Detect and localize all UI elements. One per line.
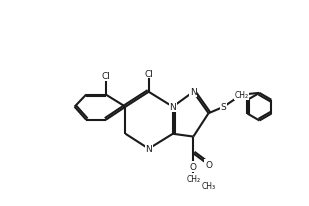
Text: Cl: Cl — [144, 69, 153, 78]
Text: O: O — [205, 160, 212, 169]
Text: CH₃: CH₃ — [201, 181, 216, 190]
Text: O: O — [190, 162, 197, 171]
Text: N: N — [190, 88, 197, 97]
Text: S: S — [221, 103, 226, 112]
Text: N: N — [145, 144, 152, 153]
Text: CH₂: CH₂ — [186, 174, 201, 183]
Text: Cl: Cl — [101, 72, 110, 81]
Text: CH₂: CH₂ — [235, 91, 249, 99]
Text: N: N — [169, 103, 176, 112]
